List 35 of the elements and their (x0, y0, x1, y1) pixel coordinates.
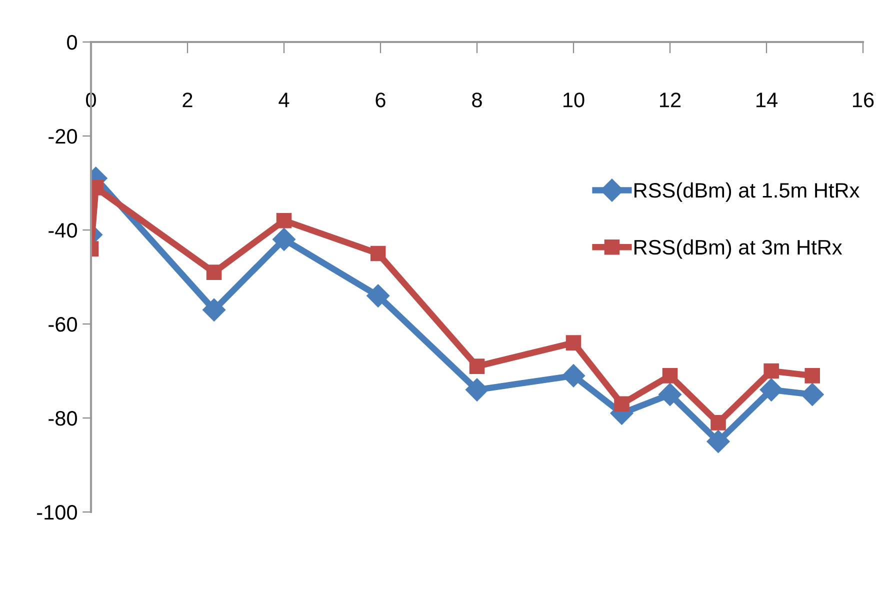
point (276, 212, 292, 228)
y-tick-label: -80 (48, 411, 77, 426)
x-tick-label: 12 (660, 92, 681, 108)
point (804, 368, 820, 384)
point (469, 358, 485, 374)
point (800, 383, 824, 406)
point (466, 378, 488, 402)
point (706, 430, 730, 453)
point (366, 284, 390, 308)
point (760, 378, 783, 402)
x-tick-label: 14 (756, 92, 778, 108)
legend-label: RSS(dBm) at 3m HtRx (634, 239, 842, 259)
point (272, 228, 296, 251)
y-tick-label: -20 (48, 129, 77, 144)
x-tick-label: 10 (564, 92, 584, 108)
y-tick-label: -40 (48, 223, 77, 238)
x-tick-label: 16 (853, 92, 874, 108)
x-tick-label: 6 (376, 92, 386, 108)
y-tick-label: -60 (48, 317, 77, 332)
x-tick-label: 8 (472, 92, 482, 108)
point (206, 264, 222, 280)
point (662, 368, 678, 384)
point (764, 363, 779, 379)
x-tick-label: 2 (182, 92, 192, 108)
point (202, 298, 226, 322)
point (562, 364, 585, 388)
point (658, 383, 682, 406)
y-tick-label: -100 (37, 505, 77, 520)
y-tick-label: 0 (67, 35, 77, 50)
legend-label: RSS(dBm) at 1.5m HtRx (634, 182, 860, 202)
x-tick-label: 4 (278, 92, 290, 108)
point (614, 396, 630, 412)
point (370, 246, 386, 262)
point (566, 335, 582, 350)
point (710, 415, 726, 430)
